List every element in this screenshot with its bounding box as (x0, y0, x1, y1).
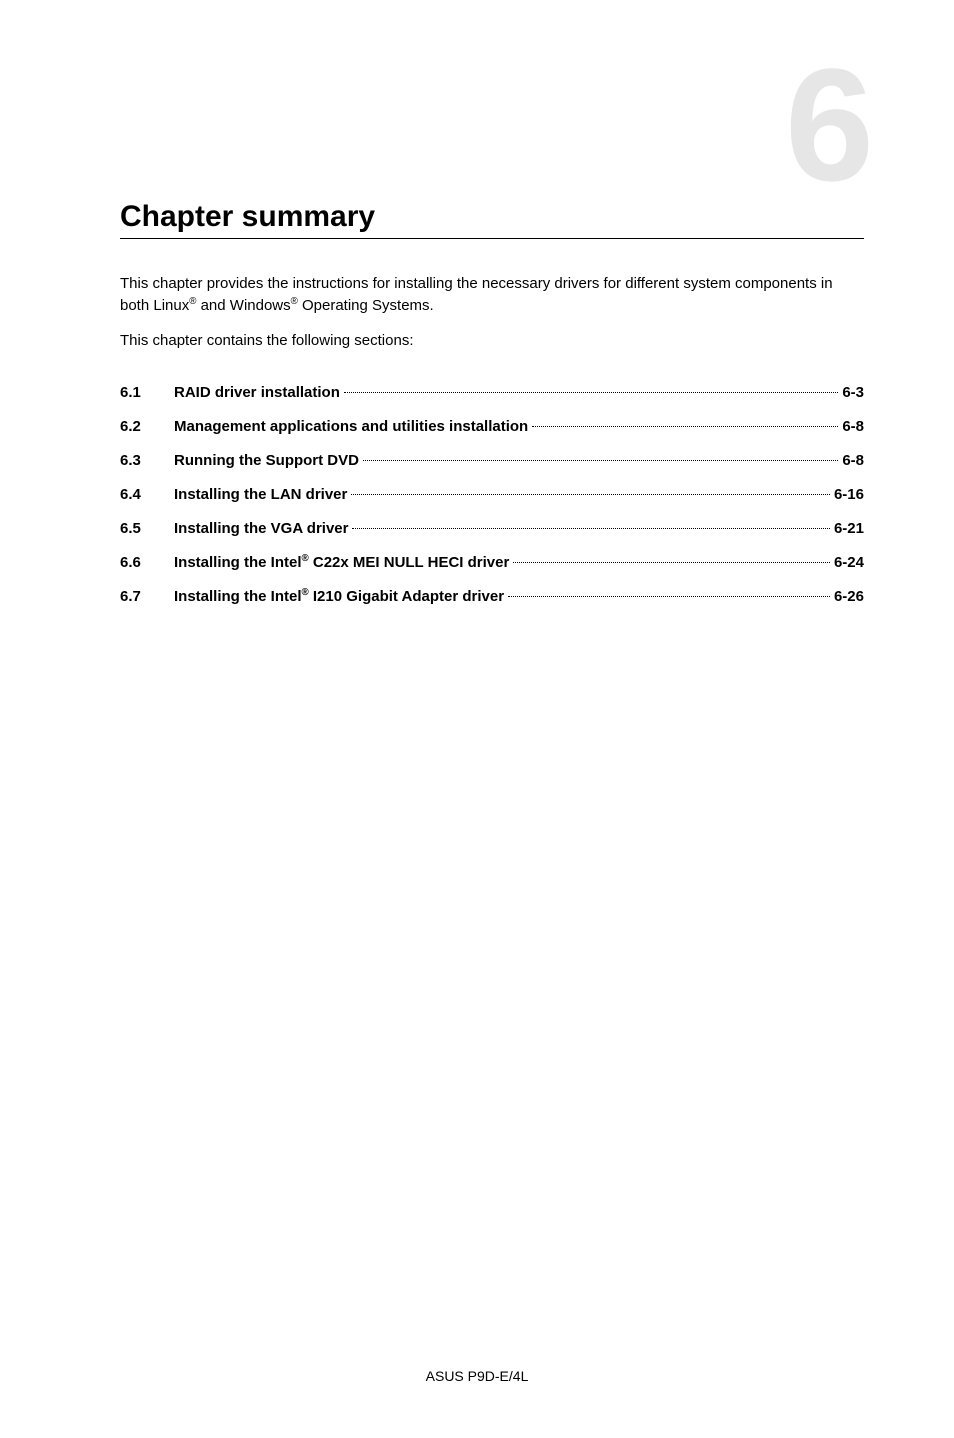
toc-row: 6.3Running the Support DVD 6-8 (120, 449, 864, 473)
toc-row: 6.1RAID driver installation 6-3 (120, 381, 864, 405)
toc-leader-dots (513, 562, 830, 563)
chapter-number-background: 6 (785, 45, 874, 205)
intro-paragraph-2: This chapter contains the following sect… (120, 332, 864, 349)
toc-section-number: 6.7 (120, 585, 174, 609)
toc-section-title: Running the Support DVD (174, 449, 359, 473)
toc-page-number: 6-21 (834, 517, 864, 541)
toc-section-title: Installing the Intel® I210 Gigabit Adapt… (174, 585, 504, 609)
intro-text-b: and Windows (196, 297, 290, 314)
toc-section-title: Installing the Intel® C22x MEI NULL HECI… (174, 551, 509, 575)
registered-mark: ® (291, 296, 298, 307)
toc-leader-dots (352, 528, 829, 529)
toc-section-number: 6.5 (120, 517, 174, 541)
registered-mark: ® (302, 587, 309, 598)
title-rule (120, 238, 864, 239)
toc-leader-dots (508, 596, 830, 597)
intro-text-c: Operating Systems. (298, 297, 434, 314)
toc-row: 6.4Installing the LAN driver 6-16 (120, 483, 864, 507)
toc-leader-dots (532, 426, 838, 427)
toc-row: 6.2Management applications and utilities… (120, 415, 864, 439)
toc-leader-dots (363, 460, 838, 461)
page-footer: ASUS P9D-E/4L (0, 1368, 954, 1384)
toc-row: 6.6Installing the Intel® C22x MEI NULL H… (120, 551, 864, 575)
toc-page-number: 6-24 (834, 551, 864, 575)
toc-row: 6.5Installing the VGA driver 6-21 (120, 517, 864, 541)
page: 6 Chapter summary This chapter provides … (0, 0, 954, 1438)
toc-page-number: 6-26 (834, 585, 864, 609)
registered-mark: ® (302, 553, 309, 564)
toc-section-number: 6.1 (120, 381, 174, 405)
intro-paragraph-1: This chapter provides the instructions f… (120, 273, 864, 317)
toc-page-number: 6-3 (842, 381, 864, 405)
toc-section-title: RAID driver installation (174, 381, 340, 405)
toc-leader-dots (344, 392, 838, 393)
toc-page-number: 6-8 (842, 449, 864, 473)
toc-leader-dots (351, 494, 830, 495)
toc-section-number: 6.3 (120, 449, 174, 473)
toc-section-number: 6.6 (120, 551, 174, 575)
toc-section-number: 6.2 (120, 415, 174, 439)
table-of-contents: 6.1RAID driver installation 6-3 6.2Managem… (120, 381, 864, 609)
toc-section-number: 6.4 (120, 483, 174, 507)
chapter-title: Chapter summary (120, 200, 864, 234)
toc-section-title: Installing the LAN driver (174, 483, 347, 507)
toc-section-title: Management applications and utilities in… (174, 415, 528, 439)
toc-page-number: 6-8 (842, 415, 864, 439)
toc-page-number: 6-16 (834, 483, 864, 507)
toc-row: 6.7Installing the Intel® I210 Gigabit Ad… (120, 585, 864, 609)
toc-section-title: Installing the VGA driver (174, 517, 348, 541)
